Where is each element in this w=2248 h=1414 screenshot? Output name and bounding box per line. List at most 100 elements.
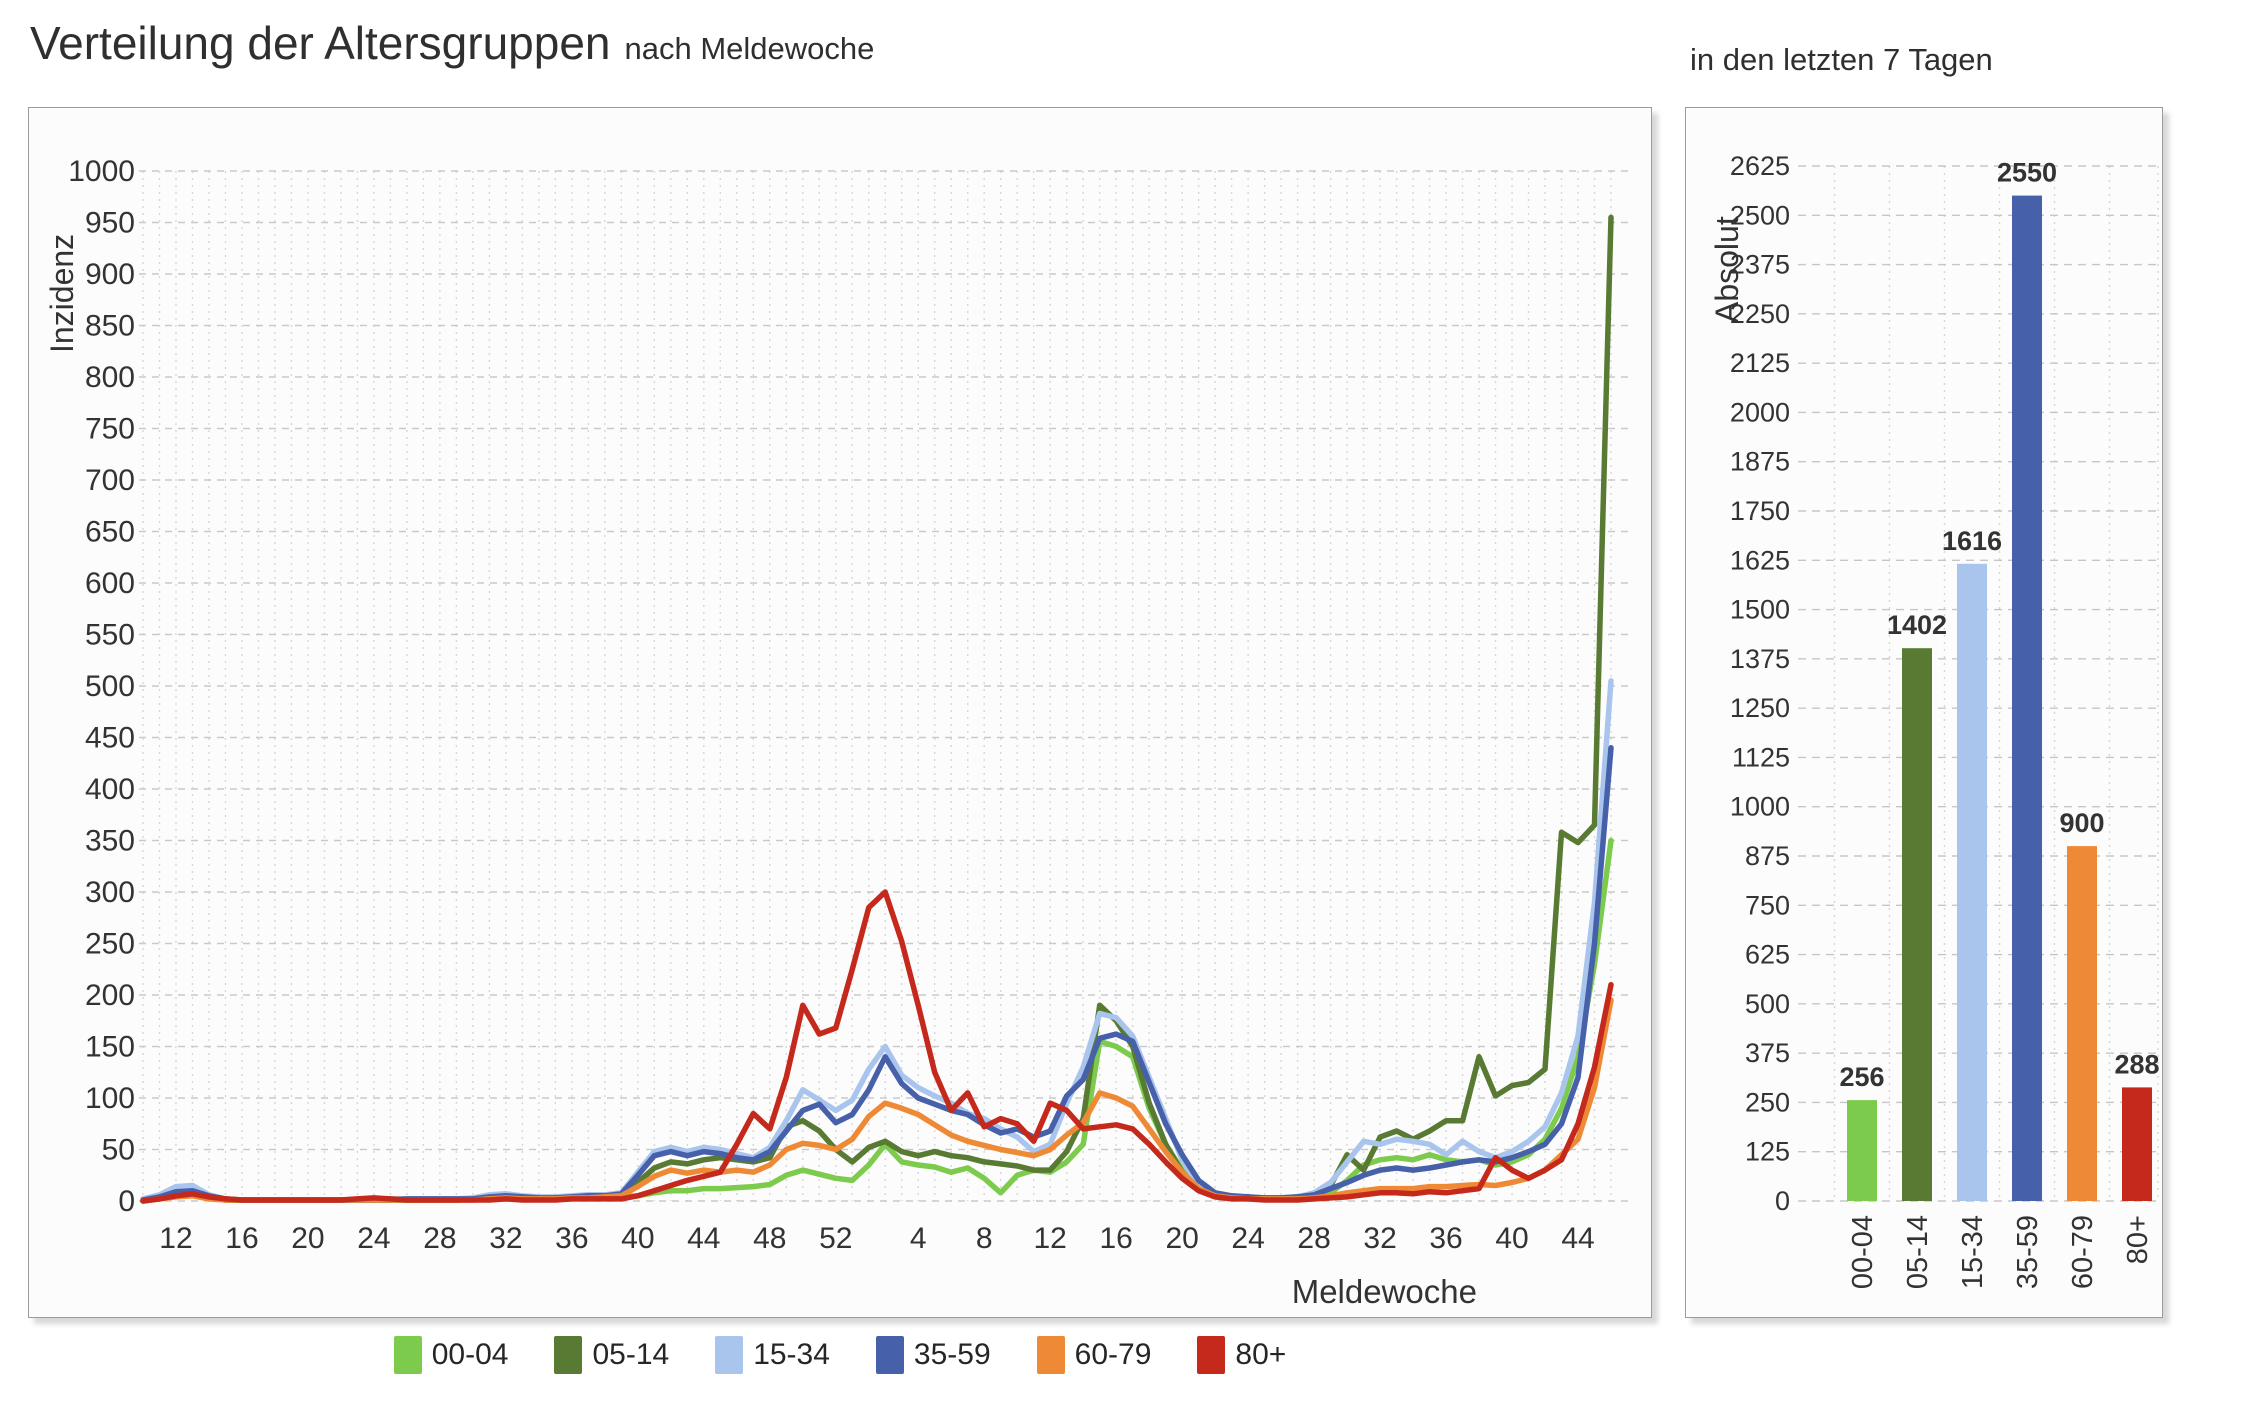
- bar-category-label: 35-59: [2012, 1215, 2044, 1289]
- x-axis-tick-label: 20: [1165, 1222, 1198, 1255]
- y-axis-tick-label: 2500: [1730, 200, 1790, 230]
- y-axis-tick-label: 800: [85, 361, 135, 394]
- y-axis-tick-label: 250: [85, 928, 135, 961]
- y-axis-tick-label: 950: [85, 207, 135, 240]
- legend-item-15-34[interactable]: 15-34: [715, 1336, 830, 1374]
- y-axis-tick-label: 200: [85, 979, 135, 1012]
- legend-label: 15-34: [753, 1338, 830, 1371]
- legend-label: 60-79: [1074, 1338, 1152, 1371]
- y-axis-tick-label: 125: [1745, 1137, 1790, 1167]
- y-axis-tick-label: 400: [85, 773, 135, 806]
- y-axis-tick-label: 900: [85, 258, 135, 291]
- y-axis-tick-label: 450: [85, 722, 135, 755]
- x-axis-tick-label: 48: [753, 1222, 786, 1255]
- y-axis-tick-label: 2375: [1730, 250, 1790, 280]
- bar-value-label: 900: [2059, 808, 2104, 838]
- y-axis-title: Absolut: [1709, 216, 1745, 323]
- y-axis-tick-label: 1750: [1730, 496, 1790, 526]
- x-axis-tick-label: 28: [1297, 1222, 1330, 1255]
- bar-value-label: 288: [2114, 1049, 2159, 1079]
- y-axis-title: Inzidenz: [44, 234, 80, 353]
- legend-item-60-79[interactable]: 60-79: [1036, 1336, 1152, 1374]
- legend-swatch: [554, 1336, 583, 1374]
- legend-item-00-04[interactable]: 00-04: [393, 1336, 509, 1374]
- legend-label: 05-14: [592, 1338, 670, 1371]
- x-axis-tick-label: 16: [1099, 1222, 1132, 1255]
- legend-item-80+[interactable]: 80+: [1197, 1336, 1286, 1374]
- y-axis-tick-label: 1250: [1730, 693, 1790, 723]
- x-axis-tick-label: 32: [1363, 1222, 1396, 1255]
- y-axis-tick-label: 850: [85, 310, 135, 343]
- bar-category-label: 80+: [2122, 1215, 2154, 1264]
- y-axis-tick-label: 0: [118, 1185, 135, 1218]
- legend-swatch: [1036, 1336, 1065, 1374]
- x-axis-tick-label: 36: [1429, 1222, 1462, 1255]
- legend-swatch: [715, 1336, 744, 1374]
- bar-category-label: 05-14: [1902, 1215, 1934, 1289]
- bar-value-label: 1616: [1942, 526, 2002, 556]
- y-axis-tick-label: 150: [85, 1031, 135, 1064]
- bar-60-79: [2067, 846, 2097, 1201]
- y-axis-tick-label: 2125: [1730, 348, 1790, 378]
- bar-15-34: [1957, 563, 1987, 1201]
- y-axis-tick-label: 600: [85, 567, 135, 600]
- x-axis-tick-label: 4: [910, 1222, 927, 1255]
- legend-swatch: [1197, 1336, 1226, 1374]
- y-axis-tick-label: 625: [1745, 940, 1790, 970]
- bar-80+: [2122, 1087, 2152, 1201]
- legend-item-35-59[interactable]: 35-59: [875, 1336, 991, 1374]
- x-axis-tick-label: 52: [819, 1222, 852, 1255]
- bar-chart-title: in den letzten 7 Tagen: [1690, 42, 1993, 77]
- y-axis-tick-label: 1125: [1732, 742, 1790, 772]
- y-axis-tick-label: 700: [85, 464, 135, 497]
- x-axis-tick-label: 24: [1231, 1222, 1264, 1255]
- y-axis-tick-label: 1375: [1730, 644, 1790, 674]
- y-axis-tick-label: 100: [85, 1082, 135, 1115]
- x-axis-tick-label: 12: [159, 1222, 192, 1255]
- bar-00-04: [1847, 1100, 1877, 1201]
- page-subtitle: nach Meldewoche: [624, 31, 875, 66]
- series-line-80+: [140, 889, 1614, 1204]
- bar-35-59: [2012, 195, 2042, 1202]
- y-axis-tick-label: 1000: [1730, 792, 1790, 822]
- bar-value-label: 2550: [1997, 158, 2057, 188]
- x-axis-tick-label: 44: [1561, 1222, 1594, 1255]
- x-axis-tick-label: 16: [225, 1222, 258, 1255]
- x-axis-tick-label: 12: [1034, 1222, 1067, 1255]
- bar-chart-panel: 0 125 250 375 500 625 750 875 1000 1125 1250 1375 15…: [1685, 107, 2163, 1318]
- y-axis-tick-label: 2250: [1730, 299, 1790, 329]
- x-axis-tick-label: 24: [357, 1222, 390, 1255]
- legend-label: 00-04: [431, 1338, 509, 1371]
- bar-05-14: [1902, 648, 1932, 1201]
- legend-label: 80+: [1235, 1338, 1287, 1371]
- x-axis-title: Meldewoche: [1292, 1273, 1477, 1310]
- y-axis-tick-label: 375: [1745, 1038, 1790, 1068]
- y-axis-tick-label: 1500: [1730, 595, 1790, 625]
- x-axis-tick-label: 40: [621, 1222, 654, 1255]
- legend-item-05-14[interactable]: 05-14: [554, 1336, 669, 1374]
- y-axis-tick-label: 350: [85, 825, 135, 858]
- y-axis-tick-label: 0: [1775, 1186, 1790, 1216]
- bar-category-label: 15-34: [1957, 1215, 1989, 1289]
- line-chart-panel: 0 50 100 150 200 250 300 350 400 450 500 550 600 650 7…: [28, 107, 1652, 1318]
- y-axis-tick-label: 2000: [1730, 397, 1790, 427]
- y-axis-tick-label: 750: [1745, 890, 1790, 920]
- y-axis-tick-label: 650: [85, 516, 135, 549]
- x-axis-tick-label: 40: [1495, 1222, 1528, 1255]
- bar-value-label: 1402: [1887, 610, 1947, 640]
- x-axis-tick-label: 36: [555, 1222, 588, 1255]
- bar-category-label: 00-04: [1847, 1215, 1879, 1289]
- y-axis-tick-label: 1875: [1730, 447, 1790, 477]
- bar-value-label: 256: [1839, 1062, 1884, 1092]
- y-axis-tick-label: 1000: [68, 155, 135, 188]
- y-axis-tick-label: 500: [1745, 989, 1790, 1019]
- y-axis-tick-label: 875: [1745, 841, 1790, 871]
- line-chart-svg: 0 50 100 150 200 250 300 350 400 450 500 550 600 650 7…: [44, 155, 1631, 1310]
- bar-category-label: 60-79: [2067, 1215, 2099, 1289]
- y-axis-tick-label: 550: [85, 619, 135, 652]
- page-title: Verteilung der Altersgruppen: [30, 17, 611, 69]
- bar-chart-svg: 0 125 250 375 500 625 750 875 1000 1125 1250 1375 15…: [1709, 151, 2160, 1289]
- y-axis-tick-label: 1625: [1730, 545, 1790, 575]
- legend-swatch: [393, 1336, 422, 1374]
- page-header: Verteilung der Altersgruppen nach Meldew…: [30, 16, 874, 70]
